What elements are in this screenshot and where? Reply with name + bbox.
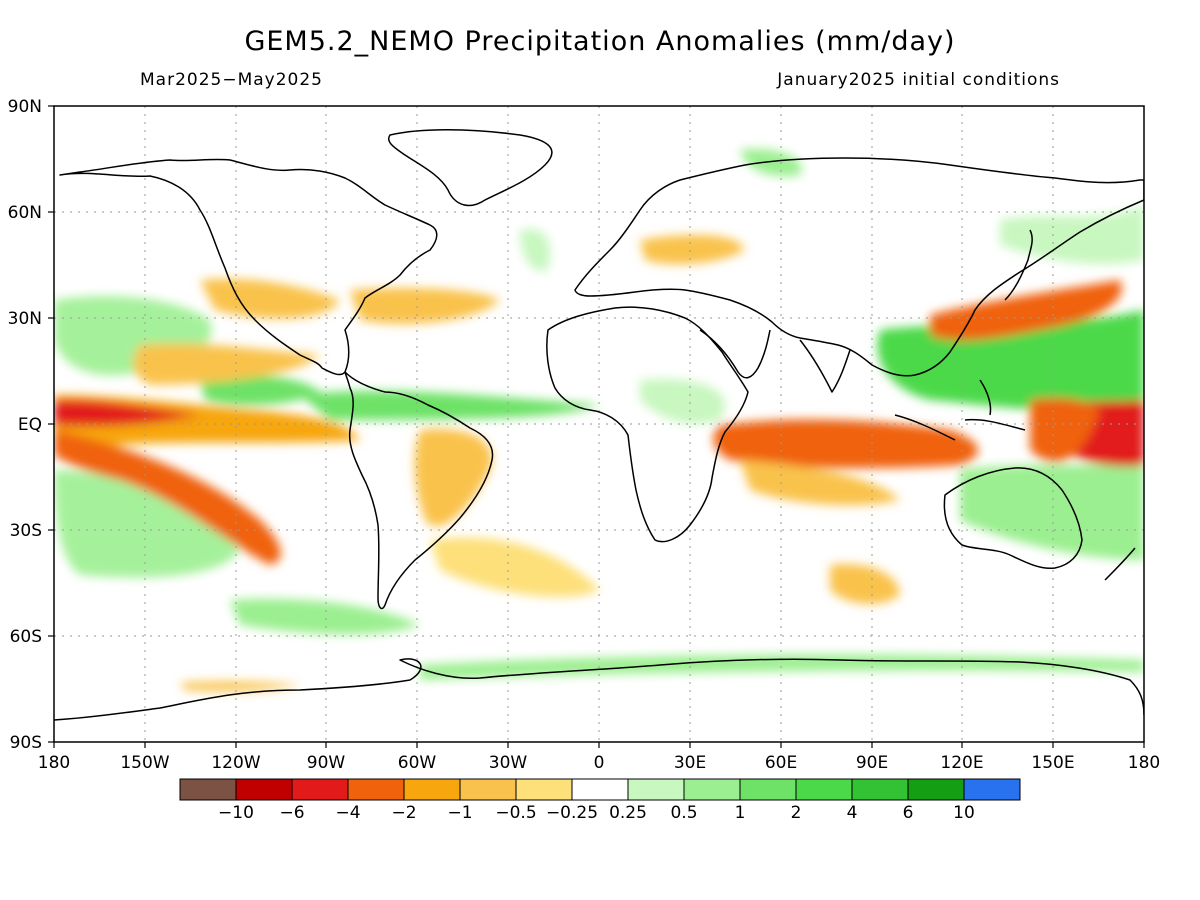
lat-label: EQ	[18, 415, 42, 435]
dry-patch-west-pacific-rim	[1030, 398, 1100, 462]
colorbar-swatch	[291, 778, 349, 801]
lon-label: 90E	[856, 753, 888, 773]
lat-label: 90S	[10, 733, 42, 753]
longitude-labels: 180 150W 120W 90W 60W 30W 0 30E 60E 90E …	[38, 753, 1160, 773]
colorbar-label: −0.25	[546, 803, 598, 823]
lon-label: 60W	[398, 753, 437, 773]
colorbar-swatch	[235, 778, 293, 801]
coastlines	[54, 129, 1144, 721]
wet-patch-east-asia	[1000, 205, 1144, 265]
coast-arabia	[699, 329, 771, 379]
wet-patch-africa-east	[640, 379, 726, 424]
colorbar-label: −2	[391, 803, 416, 823]
colorbar-swatch	[907, 778, 965, 801]
colorbar-swatch	[795, 778, 853, 801]
coast-eurasia	[574, 157, 1144, 377]
colorbar-swatch	[179, 778, 237, 801]
wet-patch-north-atlantic	[520, 229, 551, 272]
colorbar-swatch	[851, 778, 909, 801]
latitude-labels: 90N 60N 30N EQ 30S 60S 90S	[8, 97, 42, 753]
colorbar-label: 1	[735, 803, 746, 823]
colorbar-swatch	[459, 778, 517, 801]
coast-india	[799, 339, 851, 393]
dry-patch-south-america	[414, 429, 492, 527]
lat-label: 90N	[8, 97, 42, 117]
lat-label: 60N	[8, 203, 42, 223]
coast-indonesia	[894, 379, 1026, 441]
colorbar-label: 2	[791, 803, 802, 823]
wet-patch-atlantic-itcz	[300, 390, 600, 420]
wet-patch-southern-ocean	[230, 598, 420, 635]
initial-conditions: January2025 initial conditions	[777, 70, 1060, 90]
lon-label: 180	[38, 753, 70, 773]
colorbar-swatch	[683, 778, 741, 801]
lat-label: 30S	[10, 521, 42, 541]
forecast-period: Mar2025−May2025	[140, 70, 323, 90]
lon-label: 150W	[120, 753, 169, 773]
colorbar-swatch	[403, 778, 461, 801]
graticule	[54, 106, 1144, 742]
colorbar-label: −10	[218, 803, 254, 823]
dry-patch-indian-south	[740, 460, 900, 506]
lon-label: 30E	[674, 753, 706, 773]
wet-patch-central-pacific	[200, 375, 320, 406]
lon-label: 90W	[307, 753, 346, 773]
coast-new-zealand	[1104, 547, 1136, 581]
lon-label: 30W	[489, 753, 528, 773]
anomaly-field	[54, 149, 1144, 692]
colorbar-label: 0.25	[609, 803, 647, 823]
colorbar-label: −6	[279, 803, 304, 823]
colorbar-swatch	[739, 778, 797, 801]
colorbar-label: −1	[447, 803, 472, 823]
dry-patch-south-atlantic	[430, 537, 600, 598]
colorbar-label: −4	[335, 803, 360, 823]
coast-australia	[943, 467, 1083, 570]
colorbar-label: 0.5	[670, 803, 697, 823]
tick-marks	[48, 105, 1145, 748]
wet-patch-antarctic-margin	[420, 654, 1144, 680]
map-title: GEM5.2_NEMO Precipitation Anomalies (mm/…	[244, 26, 956, 57]
coast-africa	[546, 306, 749, 543]
lat-label: 30N	[8, 309, 42, 329]
colorbar-swatch	[515, 778, 573, 801]
lon-label: 150E	[1031, 753, 1074, 773]
lon-label: 60E	[765, 753, 797, 773]
dry-core-east-pacific	[54, 399, 200, 427]
dry-band-east-pacific-south	[54, 430, 281, 565]
lon-label: 120W	[211, 753, 260, 773]
wet-patch-south-pacific	[54, 470, 240, 578]
coast-north-america	[59, 158, 438, 376]
colorbar-swatch	[571, 778, 629, 801]
colorbar-swatch	[347, 778, 405, 801]
colorbar	[179, 778, 1021, 801]
colorbar-label: 6	[903, 803, 914, 823]
coast-antarctica	[54, 658, 1144, 721]
wet-patch-siberia	[740, 149, 802, 177]
colorbar-swatch	[627, 778, 685, 801]
lon-label: 180	[1128, 753, 1160, 773]
dry-band-north-west-pacific	[930, 280, 1122, 341]
coast-south-america	[344, 371, 494, 610]
dry-patch-europe	[640, 234, 745, 265]
dry-patch-north-pacific	[133, 343, 320, 385]
dry-patch-north-atlantic	[350, 288, 500, 324]
colorbar-label: −0.5	[495, 803, 536, 823]
colorbar-label: 4	[847, 803, 858, 823]
coast-japan	[1004, 229, 1033, 301]
dry-patch-southern-indian	[830, 564, 900, 605]
colorbar-label: 10	[953, 803, 975, 823]
coast-greenland	[388, 129, 553, 207]
dry-patch-west-us	[200, 278, 340, 319]
lon-label: 120E	[940, 753, 983, 773]
dry-band-indian-ocean	[713, 419, 979, 469]
lon-label: 0	[594, 753, 605, 773]
dry-patch-ross-sea	[180, 681, 300, 692]
wet-patch-australia	[960, 460, 1144, 560]
colorbar-swatch	[963, 778, 1021, 801]
lat-label: 60S	[10, 627, 42, 647]
colorbar-labels: −10 −6 −4 −2 −1 −0.5 −0.25 0.25 0.5 1 2 4 6 10	[218, 803, 975, 823]
